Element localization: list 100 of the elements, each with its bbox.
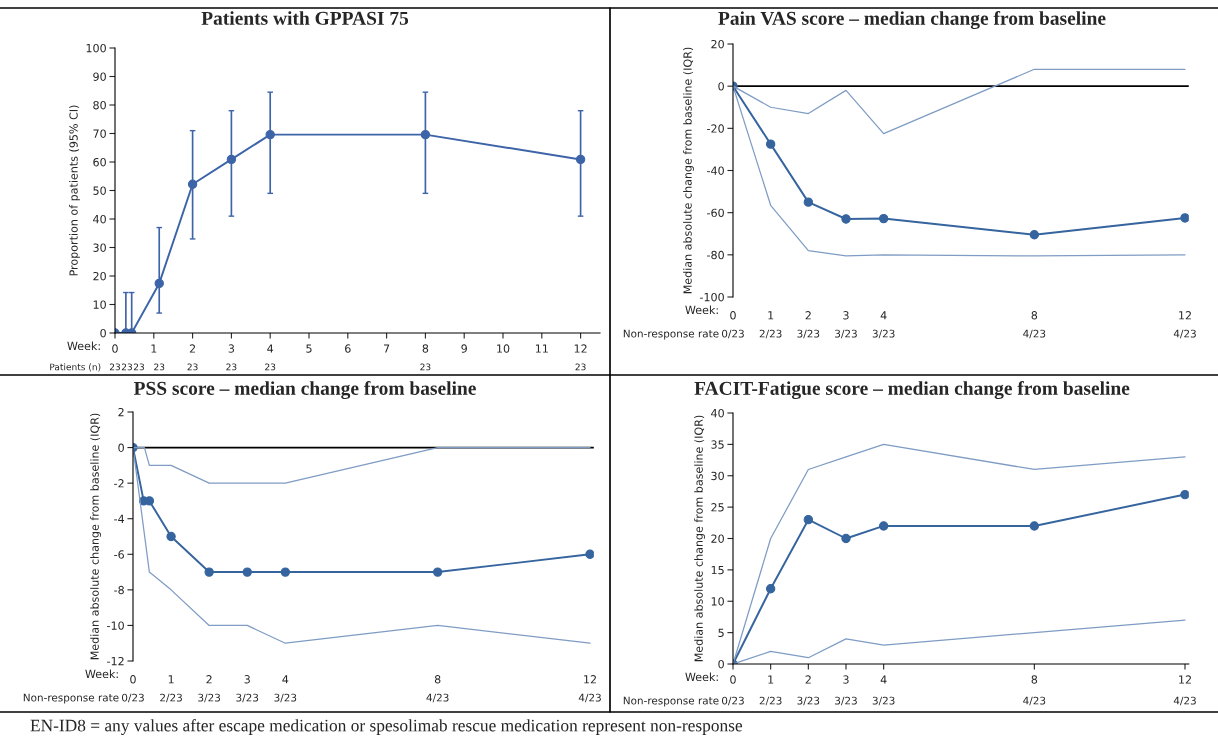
x-tick-label: 2 <box>206 675 212 684</box>
x-tick-label: 4 <box>880 675 887 684</box>
y-tick-label: 60 <box>93 157 106 167</box>
text: 23 <box>133 363 145 371</box>
x-tick-label: 4 <box>282 675 289 684</box>
x-tick-label: 4 <box>880 311 887 320</box>
y-tick-label: -2 <box>114 479 124 488</box>
text: 3/23 <box>198 693 221 703</box>
y-tick-label: 100 <box>86 43 106 53</box>
point <box>166 531 176 542</box>
x-tick-label: 4 <box>267 344 274 353</box>
text: Non-response rate <box>623 696 719 707</box>
text: 23 <box>109 363 121 371</box>
text: 3/23 <box>835 329 857 339</box>
y-tick-label: 0 <box>718 659 724 669</box>
text: EN-ID8 = any values after escape medication or spesolimab rescue medication represent non-response <box>30 719 743 735</box>
text: 2/23 <box>759 329 782 339</box>
y-tick-label: 50 <box>93 186 106 195</box>
x-axis-title: Week: <box>685 672 718 682</box>
text: 23 <box>575 363 586 371</box>
chart-title: PSS score – median change from baseline <box>133 381 476 399</box>
x-tick-label: 2 <box>189 344 196 353</box>
y-tick-label: 2 <box>118 407 124 417</box>
x-tick-label: 8 <box>434 675 441 684</box>
point <box>204 567 214 577</box>
x-tick-label: 1 <box>168 675 174 684</box>
y-tick-label: -4 <box>114 514 125 523</box>
chart-title: FACIT-Fatigue score – median change from baseline <box>694 381 1130 399</box>
y-tick-label: -6 <box>114 550 124 559</box>
y-tick-label: 5 <box>718 628 724 637</box>
y-tick-label: 90 <box>93 72 106 81</box>
y-axis-title: Median absolute change from baseline (IQR) <box>683 47 694 294</box>
y-tick-label: 40 <box>711 408 724 418</box>
x-tick-label: 2 <box>805 311 811 320</box>
x-tick-label: 8 <box>422 344 429 353</box>
y-tick-label: 30 <box>711 471 724 481</box>
x-tick-label: 1 <box>151 344 157 353</box>
y-tick-label: 35 <box>711 440 724 449</box>
text: 4/23 <box>1173 329 1196 339</box>
text: 3/23 <box>797 696 820 706</box>
point <box>878 521 889 531</box>
x-tick-label: 12 <box>584 675 596 684</box>
y-tick-label: 10 <box>93 300 106 309</box>
y-tick-label: -8 <box>114 585 124 595</box>
x-tick-label: 1 <box>768 675 774 684</box>
point <box>280 567 291 577</box>
text: 0/23 <box>721 696 744 706</box>
y-tick-label: 80 <box>93 100 106 110</box>
text: 23 <box>420 363 431 371</box>
text: 23 <box>226 363 237 371</box>
point <box>841 214 851 224</box>
x-tick-label: 0 <box>730 311 736 320</box>
x-tick-label: 7 <box>383 344 390 353</box>
x-tick-label: 0 <box>730 675 736 684</box>
text: Non-response rate <box>623 329 719 340</box>
chart-title: Pain VAS score – median change from baseline <box>718 11 1106 29</box>
point <box>585 549 594 559</box>
text: 3/23 <box>274 693 297 703</box>
text: 0/23 <box>121 693 144 703</box>
y-tick-label: 70 <box>93 129 106 138</box>
x-tick-label: 3 <box>228 344 235 353</box>
x-tick-label: 10 <box>497 344 510 353</box>
text: 3/23 <box>872 329 895 339</box>
text: 23 <box>265 363 276 371</box>
y-tick-label: 20 <box>711 534 724 543</box>
text: 4/23 <box>426 693 449 703</box>
y-tick-label: 20 <box>93 271 106 281</box>
text: 3/23 <box>797 329 820 339</box>
text: Non-response rate <box>23 693 119 704</box>
x-tick-label: 12 <box>1179 311 1191 320</box>
x-tick-label: 8 <box>1031 675 1038 684</box>
x-tick-label: 3 <box>843 675 849 684</box>
x-tick-label: 3 <box>244 675 250 684</box>
y-tick-label: 40 <box>93 214 106 224</box>
y-tick-label: -60 <box>707 208 724 218</box>
x-axis-title: Week: <box>67 341 100 351</box>
text: 2/23 <box>160 693 182 703</box>
y-tick-label: 0 <box>118 443 124 452</box>
text: 4/23 <box>1023 329 1046 339</box>
text: 2/23 <box>759 696 782 706</box>
y-axis-title: Proportion of patients (95% CI) <box>69 105 80 276</box>
x-tick-label: 6 <box>345 344 351 353</box>
x-tick-label: 9 <box>461 344 467 353</box>
y-tick-label: 0 <box>718 82 724 91</box>
text: 23 <box>121 363 133 371</box>
point <box>242 567 252 577</box>
y-axis-title: Median absolute change from baseline (IQR) <box>694 415 705 662</box>
x-tick-label: 3 <box>843 311 849 320</box>
y-tick-label: 10 <box>711 597 724 606</box>
text: 0/23 <box>721 329 744 339</box>
x-tick-label: 11 <box>535 344 548 353</box>
x-tick-label: 5 <box>306 344 312 353</box>
y-tick-label: 25 <box>711 503 724 512</box>
point <box>1180 489 1189 500</box>
x-tick-label: 1 <box>768 311 774 320</box>
y-tick-label: -40 <box>707 166 724 175</box>
text: 23 <box>154 363 165 371</box>
y-tick-label: -20 <box>707 124 724 133</box>
point <box>841 533 851 544</box>
y-tick-label: -100 <box>699 292 724 302</box>
